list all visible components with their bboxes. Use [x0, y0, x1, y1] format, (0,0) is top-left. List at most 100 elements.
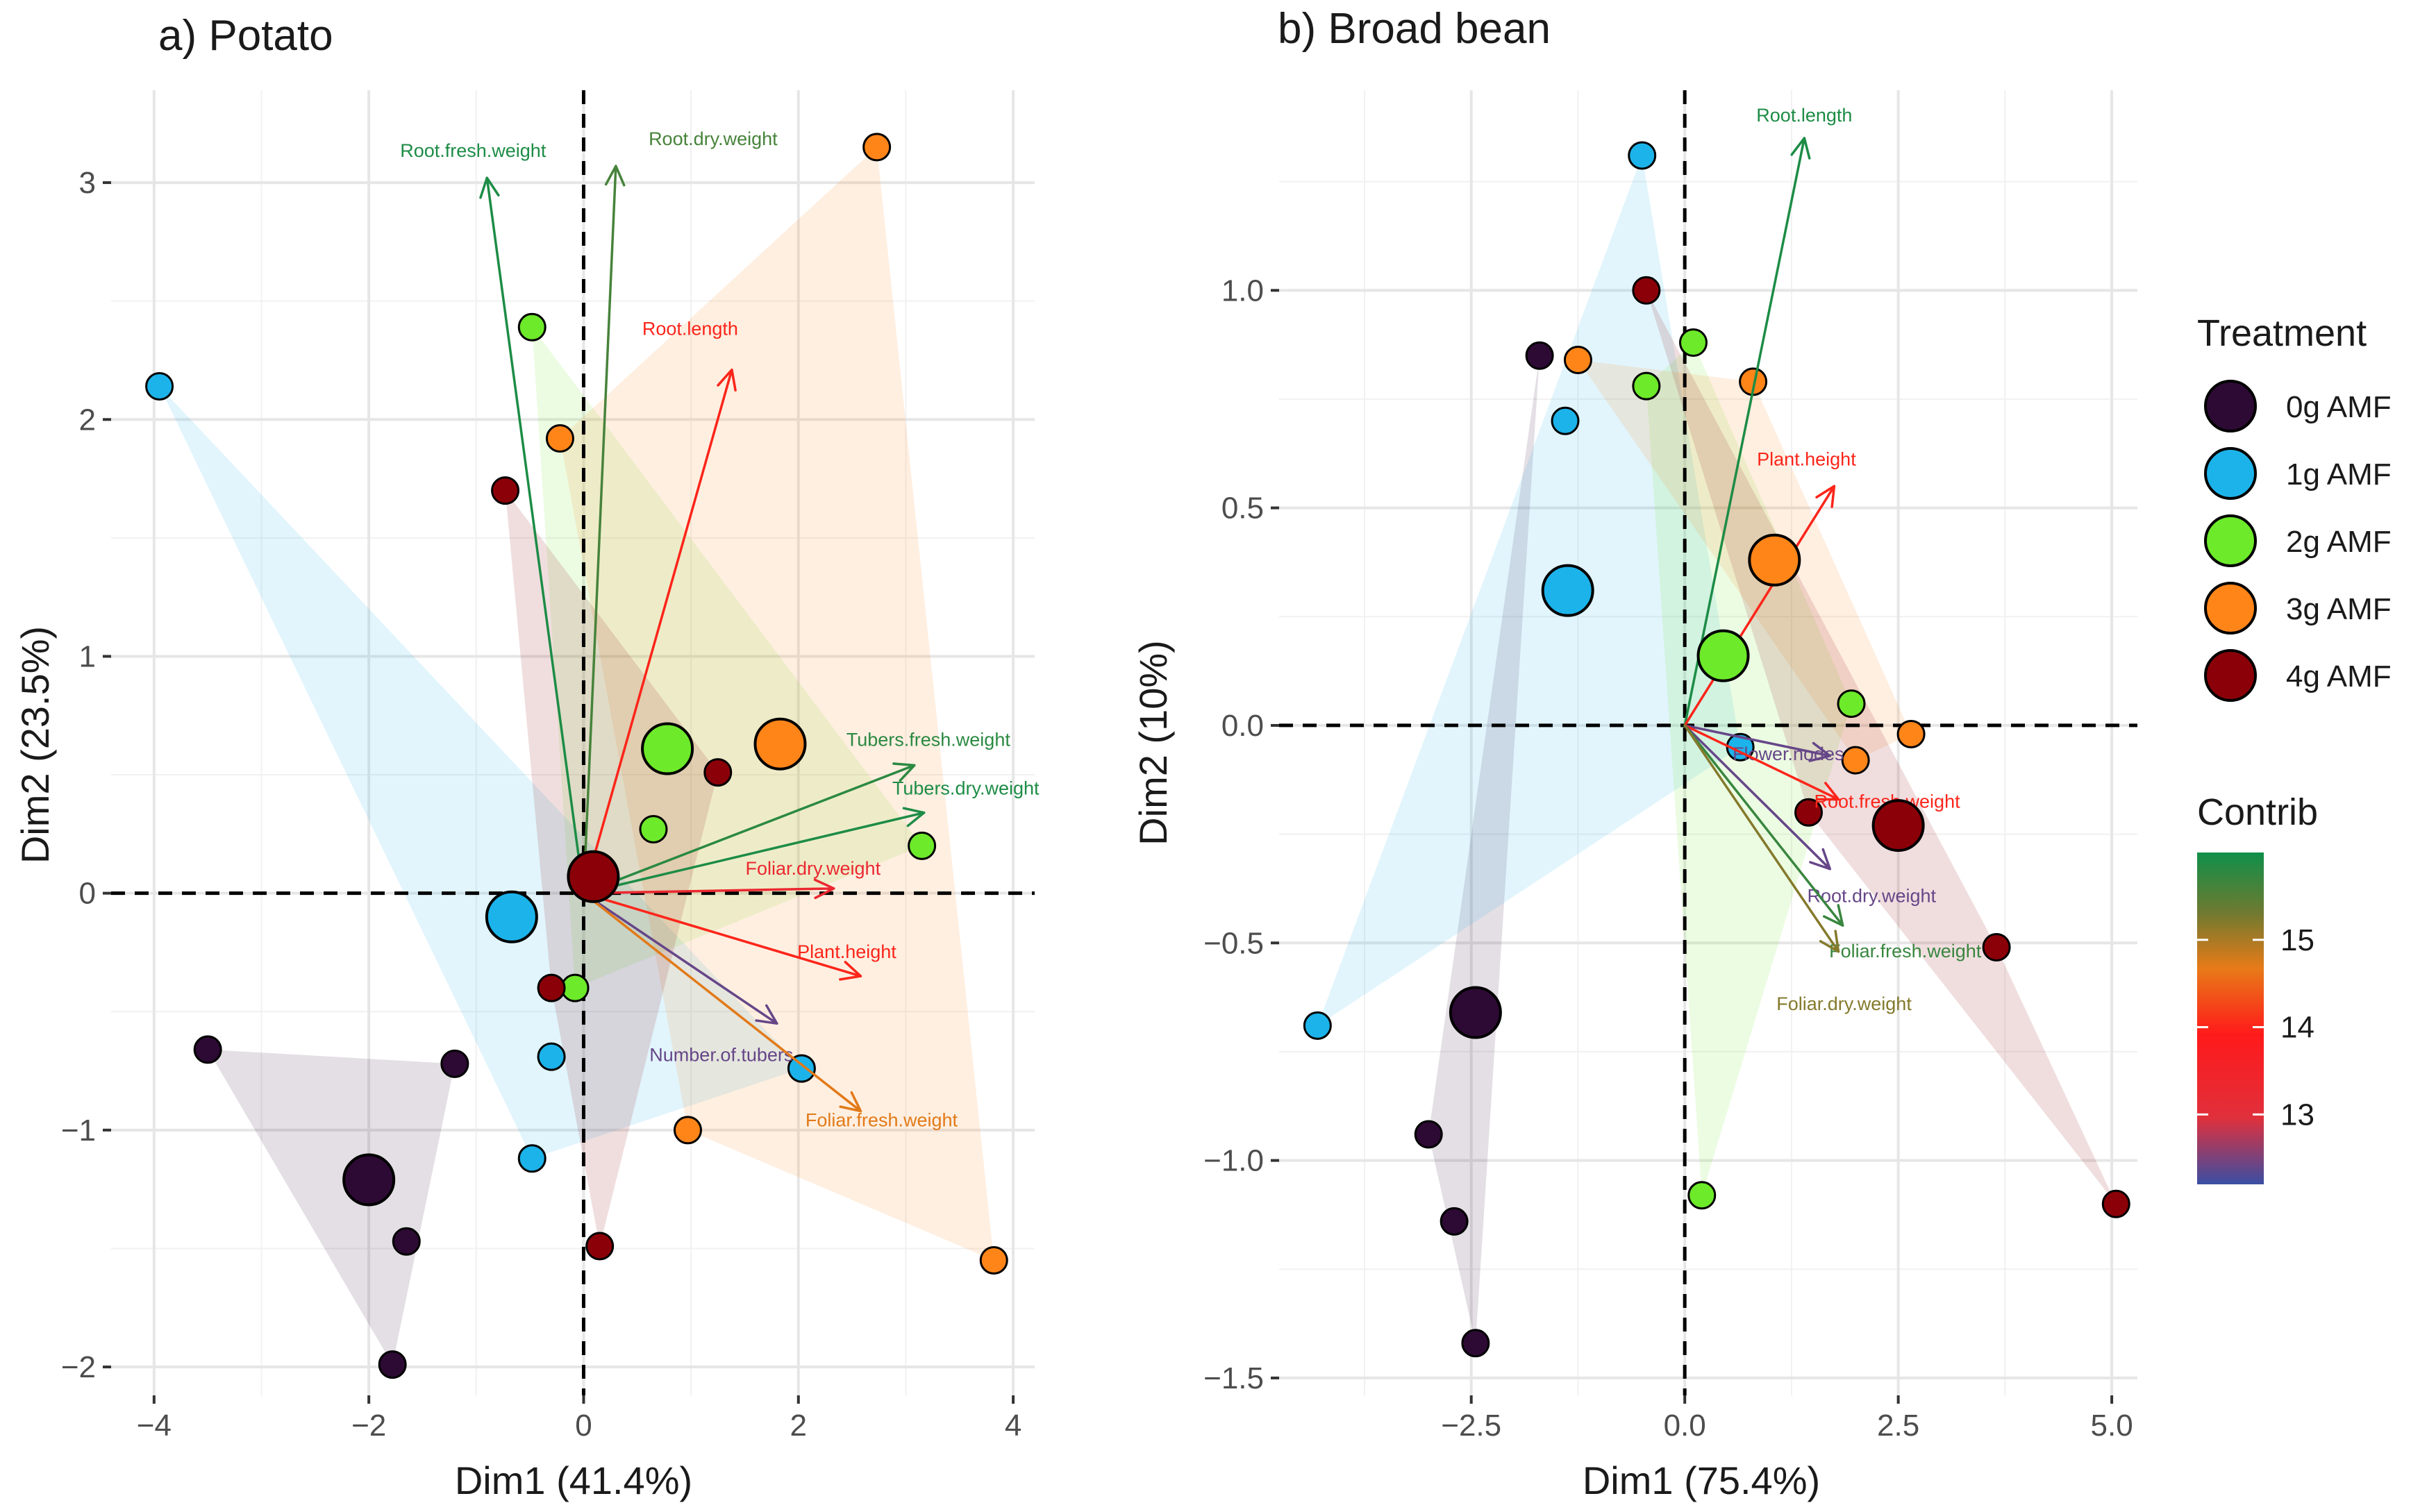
panel-a-y-tick-label: −2: [61, 1350, 96, 1384]
legend-swatch: [2204, 514, 2257, 567]
panel-a-arrow-label: Root.fresh.weight: [400, 140, 547, 161]
panel-b-point-2g-amf: [1632, 371, 1661, 401]
panel-a-hull-1g-amf: [159, 386, 802, 1159]
panel-b-arrow-plant-height: [1683, 485, 1836, 727]
panel-a-arrow-foliar-dry-weight: [582, 878, 835, 900]
panel-b-centroid-4g-amf: [1871, 799, 1925, 852]
panel-b-point-0g-amf: [1414, 1120, 1443, 1149]
panel-a-hull-2g-amf: [532, 327, 922, 989]
panel-b-point-3g-amf: [1563, 346, 1592, 375]
panel-a-arrow-label: Foliar.dry.weight: [746, 858, 881, 879]
panel-a-point-2g-amf: [639, 815, 668, 844]
contrib-colorbar: [2197, 852, 2264, 1184]
panel-a-plot-background: [111, 90, 1035, 1395]
panel-b-arrow-label: Root.dry.weight: [1807, 886, 1936, 907]
panel-a-arrow-plant-height: [582, 891, 862, 981]
panel-a-title: a) Potato: [158, 12, 333, 60]
contrib-tick-label: 14: [2280, 1011, 2314, 1045]
panel-a-point-1g-amf: [517, 1144, 547, 1173]
panel-b-arrow-label: Plant.height: [1757, 448, 1856, 469]
panel-b-y-tick-label: 0.5: [1221, 492, 1264, 526]
panel-a-plot: Root.fresh.weight Root.dry.weight Root.len…: [61, 90, 1040, 1443]
panel-a-centroid-3g-amf: [753, 717, 807, 771]
panel-b-point-0g-amf: [1461, 1329, 1490, 1358]
panel-b-y-tick-label: 1.0: [1221, 274, 1264, 308]
panel-a-variable-arrows: Root.fresh.weight Root.dry.weight Root.len…: [400, 128, 1040, 1130]
panel-a-point-0g-amf: [378, 1350, 407, 1379]
legend-item: 0g AMF: [2204, 380, 2392, 432]
panel-b-x-tick-label: 2.5: [1877, 1409, 1919, 1443]
panel-b-arrow-flower-nodes: [1683, 724, 1831, 762]
panel-a-point-1g-amf: [145, 371, 174, 401]
panel-a-centroid-0g-amf: [342, 1153, 396, 1207]
panel-b-point-4g-amf: [1982, 933, 2011, 962]
panel-a-arrow-label: Root.length: [642, 319, 738, 339]
panel-a-axis-ticks: −4 −2 0 2 4 −2 −1 0 1 2 3: [61, 166, 1021, 1443]
panel-a-arrow-label: Plant.height: [797, 941, 896, 962]
panel-a-y-tick-label: 2: [79, 403, 96, 437]
panel-a-point-3g-amf: [545, 424, 574, 453]
panel-a-arrow-label: Number.of.tubers: [649, 1044, 793, 1065]
panel-b-point-3g-amf: [1896, 719, 1926, 748]
panel-b-arrow-foliar-fresh-weight: [1683, 724, 1844, 927]
panel-a-centroid-2g-amf: [641, 722, 694, 775]
panel-a-point-1g-amf: [537, 1042, 566, 1071]
contrib-legend: Contrib 13 14 15: [2197, 791, 2318, 1184]
panel-b-centroid-2g-amf: [1696, 629, 1750, 682]
panel-a-point-4g-amf: [703, 758, 733, 787]
panel-b-point-2g-amf: [1678, 328, 1708, 357]
panel-a-point-4g-amf: [585, 1232, 615, 1261]
panel-b-y-tick-label: 0.0: [1221, 709, 1264, 743]
legend-label: 0g AMF: [2286, 390, 2392, 424]
panel-b-point-1g-amf: [1551, 406, 1580, 435]
panel-a-y-tick-label: −1: [61, 1114, 96, 1148]
panel-b-point-3g-amf: [1841, 746, 1870, 775]
panel-b-point-1g-amf: [1628, 141, 1657, 170]
panel-a-arrow-number-of-tubers: [582, 891, 778, 1025]
treatment-legend-title: Treatment: [2197, 312, 2367, 354]
panel-b-axis-ticks: −2.5 0.0 2.5 5.0 −1.5 −1.0 −0.5 0.0 0.5 1.0: [1203, 274, 2133, 1443]
legend-item: 4g AMF: [2204, 649, 2392, 702]
panel-a-x-tick-label: −4: [137, 1409, 172, 1443]
panel-b-plot-background: [1279, 90, 2137, 1395]
panel-b-y-axis-title: Dim2 (10%): [1131, 640, 1175, 846]
panel-b-hull-2g-amf: [1646, 342, 1851, 1195]
panel-b-point-4g-amf: [2101, 1189, 2130, 1218]
panel-b-x-tick-label: 0.0: [1664, 1409, 1706, 1443]
panel-a-y-axis-title: Dim2 (23.5%): [13, 626, 57, 864]
panel-a-arrow-tubers-fresh-weight: [582, 762, 916, 895]
panel-a-arrow-label: Tubers.fresh.weight: [846, 729, 1011, 750]
panel-b-point-0g-amf: [1440, 1207, 1469, 1236]
panel-a-point-2g-amf: [517, 312, 547, 342]
panel-a-point-4g-amf: [491, 476, 520, 505]
panel-b-arrow-label: Foliar.dry.weight: [1776, 993, 1912, 1014]
panel-a-point-3g-amf: [862, 133, 892, 162]
panel-b-point-4g-amf: [1794, 798, 1824, 827]
legend-label: 2g AMF: [2286, 525, 2392, 559]
legend-swatch: [2204, 649, 2257, 702]
panel-a-arrow-foliar-fresh-weight: [582, 891, 862, 1113]
panel-b-y-tick-label: −1.0: [1203, 1144, 1264, 1178]
panel-b-x-axis-title: Dim1 (75.4%): [1583, 1459, 1820, 1502]
panel-a-point-3g-amf: [673, 1116, 702, 1145]
panel-a-y-tick-label: 0: [79, 877, 96, 911]
panel-b-arrow-label: Root.length: [1756, 105, 1852, 126]
legend-swatch: [2204, 582, 2257, 635]
panel-a-x-tick-label: 4: [1005, 1409, 1021, 1443]
panel-a-point-2g-amf: [908, 831, 937, 860]
panel-a-x-tick-label: 0: [575, 1409, 592, 1443]
contrib-legend-title: Contrib: [2197, 791, 2318, 833]
panel-a-centroids: [342, 717, 807, 1207]
panel-a-arrow-root-fresh-weight: [479, 176, 585, 895]
panel-b-arrow-label: Foliar.fresh.weight: [1829, 941, 1982, 961]
legend-label: 1g AMF: [2286, 457, 2392, 492]
panel-b-hull-4g-amf: [1646, 290, 2117, 1204]
panel-a-y-tick-label: 1: [79, 639, 96, 673]
legend-label: 3g AMF: [2286, 592, 2392, 626]
legend-item: 2g AMF: [2204, 514, 2392, 567]
panel-b-point-1g-amf: [1303, 1011, 1332, 1040]
panel-a-point-2g-amf: [560, 973, 590, 1002]
contrib-tick-label: 15: [2280, 923, 2314, 957]
panel-a-point-1g-amf: [787, 1054, 816, 1083]
